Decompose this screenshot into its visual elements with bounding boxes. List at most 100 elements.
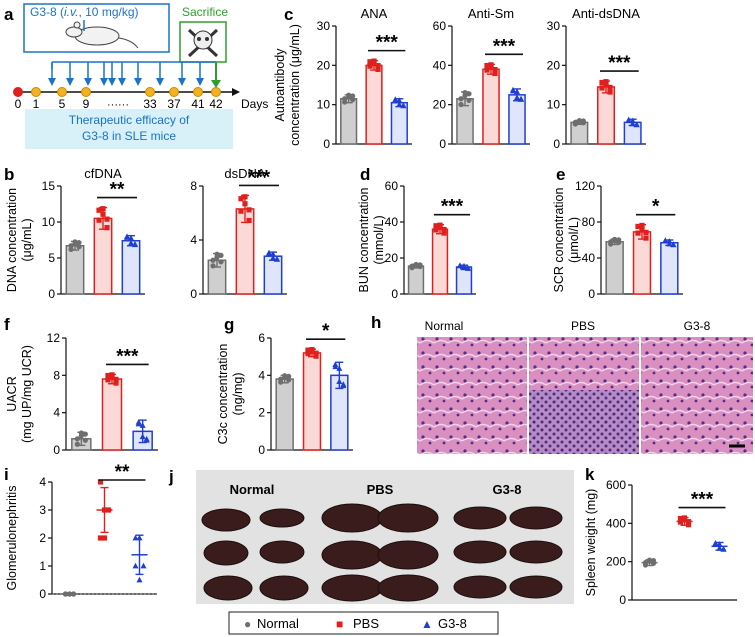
bar-g3-8 bbox=[390, 101, 408, 145]
y-tick-label: 0 bbox=[391, 287, 398, 301]
spleen bbox=[509, 540, 563, 564]
y-axis-label: Glomerulonephritis bbox=[5, 486, 19, 591]
data-point bbox=[270, 250, 276, 257]
data-point bbox=[681, 515, 688, 521]
timeline-ellipsis: ······ bbox=[107, 99, 129, 111]
y-tick-label: 60 bbox=[385, 179, 399, 193]
data-point bbox=[616, 237, 622, 243]
data-point bbox=[650, 557, 657, 564]
spleen-specimens bbox=[201, 503, 563, 602]
y-tick-label: 1 bbox=[39, 559, 46, 573]
bar-normal bbox=[340, 98, 358, 145]
chart-title: cfDNA bbox=[84, 166, 122, 181]
data-point bbox=[105, 507, 112, 513]
chart-cfdna: b cfDNA DNA concentration (μg/mL) 0 5 10 15 ** bbox=[4, 165, 145, 301]
data-point bbox=[643, 229, 649, 235]
histology-title-g38: G3-8 bbox=[684, 319, 711, 333]
data-point bbox=[576, 118, 582, 125]
data-point bbox=[396, 97, 403, 104]
data-point bbox=[210, 257, 216, 263]
skull-crossbones-icon bbox=[187, 28, 219, 58]
injection-arrowhead bbox=[118, 78, 126, 86]
data-point bbox=[270, 254, 276, 261]
data-point bbox=[305, 347, 311, 353]
y-tick-label: 0 bbox=[39, 587, 46, 601]
data-point bbox=[484, 67, 490, 73]
data-point bbox=[607, 89, 613, 95]
data-point bbox=[139, 422, 146, 428]
panel-label: e bbox=[556, 165, 565, 184]
spleen bbox=[259, 508, 305, 528]
spleen bbox=[259, 575, 309, 601]
data-point bbox=[462, 93, 468, 99]
data-point bbox=[685, 522, 692, 528]
spleen bbox=[377, 503, 439, 533]
data-point bbox=[113, 380, 119, 386]
data-point bbox=[465, 265, 471, 271]
bar-pbs bbox=[302, 352, 322, 451]
chart-title: Anti-dsDNA bbox=[572, 6, 640, 21]
y-axis-label: SCR concentration bbox=[552, 187, 566, 292]
spleen bbox=[453, 540, 507, 564]
bar-pbs bbox=[365, 64, 383, 145]
bar-pbs bbox=[596, 86, 616, 145]
data-point bbox=[274, 256, 280, 262]
data-point bbox=[246, 207, 252, 213]
data-point bbox=[82, 431, 88, 437]
injection-arrowhead bbox=[196, 78, 204, 86]
spleen bbox=[321, 574, 383, 602]
bar-normal bbox=[605, 241, 624, 295]
y-tick-label: 10 bbox=[317, 98, 331, 112]
data-point bbox=[238, 208, 244, 214]
data-point bbox=[603, 79, 609, 85]
data-point bbox=[109, 372, 115, 378]
panel-label: d bbox=[360, 165, 370, 184]
panel-j-spleens: j Normal PBS G3-8 bbox=[168, 467, 574, 604]
significance-label: * bbox=[322, 321, 330, 342]
data-point bbox=[82, 437, 88, 443]
y-tick-label: 4 bbox=[39, 475, 46, 489]
data-point bbox=[580, 118, 586, 124]
chart-title: ANA bbox=[361, 6, 388, 21]
significance-label: *** bbox=[116, 346, 139, 367]
spleen-title-g38: G3-8 bbox=[493, 482, 522, 497]
y-tick-label: 4 bbox=[53, 406, 60, 420]
caption-box bbox=[25, 109, 233, 149]
histology-title-normal: Normal bbox=[425, 319, 464, 333]
chart-scr: e SCR concentration (μmol/L) 0 40 80 120 * bbox=[552, 165, 683, 301]
day0-marker bbox=[13, 87, 23, 97]
data-point bbox=[518, 96, 524, 102]
bar-pbs bbox=[101, 378, 123, 451]
injection-arrowhead bbox=[84, 78, 92, 86]
data-point bbox=[367, 63, 373, 69]
data-point bbox=[242, 194, 248, 200]
y-axis-label: concentration (μg/mL) bbox=[288, 24, 302, 146]
spleen-title-normal: Normal bbox=[230, 482, 275, 497]
spleen bbox=[453, 506, 507, 530]
treatment-box bbox=[23, 3, 170, 53]
data-point bbox=[100, 211, 106, 217]
data-point bbox=[266, 250, 272, 256]
injection-arrowhead bbox=[48, 78, 56, 86]
day-label: 42 bbox=[209, 97, 223, 111]
data-point bbox=[685, 519, 692, 525]
data-point bbox=[466, 97, 472, 103]
data-point bbox=[96, 217, 102, 223]
significance-label: ** bbox=[115, 462, 130, 483]
y-axis-label: (ng/mg) bbox=[231, 372, 245, 415]
data-point bbox=[466, 91, 472, 97]
injection-arrowhead bbox=[178, 78, 186, 86]
panel-label: k bbox=[585, 465, 595, 484]
day-label: 33 bbox=[143, 97, 157, 111]
y-tick-label: 80 bbox=[582, 215, 596, 229]
bar-pbs bbox=[431, 228, 449, 295]
data-point bbox=[128, 234, 134, 241]
data-point bbox=[132, 241, 138, 248]
y-tick-label: 0 bbox=[553, 137, 560, 151]
chart-bun: d BUN concentration (mmol/L) 0 20 40 60 *** bbox=[357, 165, 476, 301]
y-tick-label: 4 bbox=[258, 368, 265, 382]
data-point bbox=[139, 433, 146, 440]
data-point bbox=[68, 243, 74, 249]
y-tick-label: 0 bbox=[53, 443, 60, 457]
data-point bbox=[104, 225, 110, 231]
